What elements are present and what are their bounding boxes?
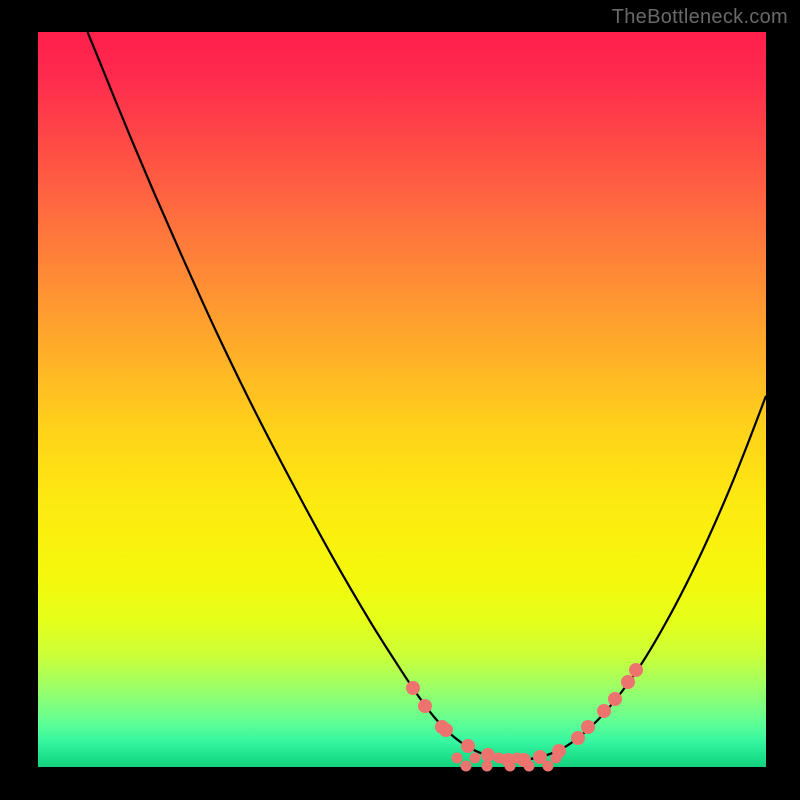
data-point-marker [493, 753, 504, 764]
data-point-marker [439, 723, 453, 737]
data-point-marker [418, 699, 432, 713]
chart-plot-area [38, 32, 766, 767]
data-point-marker [542, 760, 553, 771]
data-point-marker [504, 760, 515, 771]
data-point-marker [461, 760, 472, 771]
chart-gradient-background [38, 32, 766, 767]
data-point-marker [597, 704, 611, 718]
data-point-marker [608, 692, 622, 706]
data-point-marker [461, 739, 475, 753]
data-point-marker [406, 681, 420, 695]
data-point-marker [524, 760, 535, 771]
data-point-marker [621, 675, 635, 689]
data-point-marker [482, 760, 493, 771]
data-point-marker [629, 663, 643, 677]
watermark-text: TheBottleneck.com [612, 6, 788, 29]
data-point-marker [581, 720, 595, 734]
